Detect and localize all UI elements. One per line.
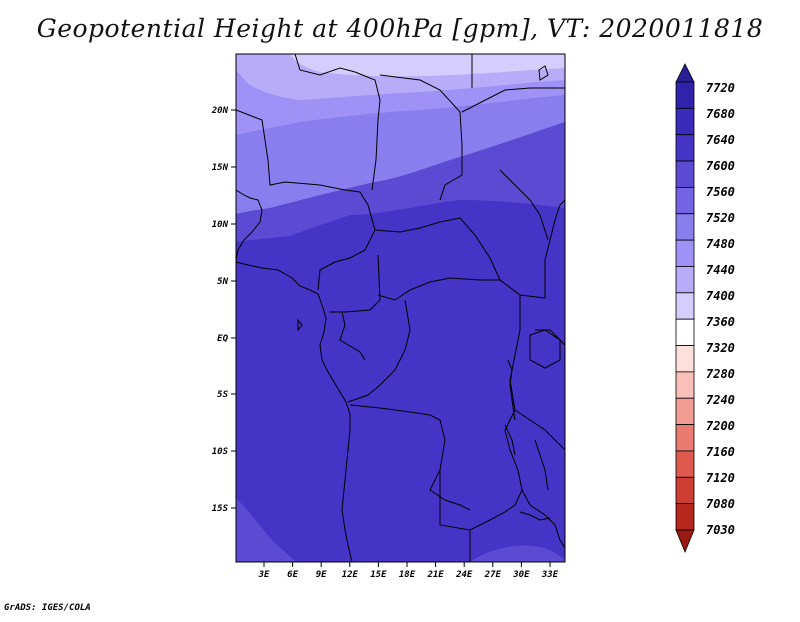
colorbar-segment (675, 397, 695, 425)
longitude-axis: 3E 6E 9E 12E 15E 18E 21E 24E 27E 30E 33E (258, 562, 559, 580)
colorbar-label: 7360 (706, 315, 735, 329)
lon-label: 21E (426, 570, 444, 580)
colorbar-label: 7720 (706, 81, 735, 95)
latitude-axis: 20N 15N 10N 5N EQ 5S 10S 15S (211, 106, 236, 514)
band-7600-se (470, 545, 565, 562)
lon-label: 15E (370, 570, 387, 580)
colorbar-label: 7400 (706, 289, 735, 303)
lat-label: 15S (212, 504, 229, 514)
colorbar-segment (675, 266, 695, 294)
lat-label: 20N (211, 106, 229, 116)
band-7400 (290, 54, 565, 77)
colorbar-label: 7600 (706, 159, 735, 173)
colorbar-segment (675, 450, 695, 478)
colorbar-segment (675, 345, 695, 373)
colorbar-label: 7480 (706, 237, 735, 251)
lon-label: 27E (484, 570, 502, 580)
lon-label: 30E (512, 570, 530, 580)
colorbar-label: 7240 (706, 393, 735, 407)
lon-label: 6E (287, 570, 298, 580)
lon-label: 3E (258, 570, 270, 580)
map-frame (235, 53, 566, 563)
colorbar-label: 7680 (706, 107, 735, 121)
colorbar-segment (675, 292, 695, 320)
contour-fill (236, 54, 565, 562)
colorbar-label: 7030 (706, 523, 735, 537)
colorbar-segment (675, 160, 695, 188)
colorbar-label: 7200 (706, 419, 735, 433)
colorbar-label: 7160 (706, 445, 735, 459)
lon-label: 33E (541, 570, 559, 580)
colorbar-label: 7320 (706, 341, 735, 355)
colorbar-label: 7120 (706, 471, 735, 485)
colorbar-label: 7080 (706, 497, 735, 511)
colorbar-segment (675, 424, 695, 452)
map-title: Geopotential Height at 400hPa [gpm], VT:… (36, 14, 764, 43)
colorbar-top-arrow (675, 63, 695, 83)
colorbar-label: 7560 (706, 185, 735, 199)
lon-label: 12E (342, 570, 359, 580)
colorbar-label: 7440 (706, 263, 735, 277)
coastlines-borders (236, 54, 565, 562)
colorbar-segment (675, 503, 695, 531)
colorbar-segment (675, 476, 695, 505)
lon-label: 18E (399, 570, 416, 580)
lat-label: EQ (217, 334, 228, 344)
colorbar-label: 7280 (706, 367, 735, 381)
colorbar-segment (675, 107, 695, 136)
grads-credit: GrADS: IGES/COLA (4, 603, 91, 613)
lon-label: 24E (455, 570, 473, 580)
colorbar-bottom-arrow (675, 529, 695, 554)
colorbar-label: 7520 (706, 211, 735, 225)
colorbar-segment (675, 134, 695, 162)
colorbar-segment (675, 81, 695, 109)
lat-label: 5S (217, 390, 228, 400)
colorbar: 7720 7680 7640 7600 7560 7520 7480 7440 7400 7360… (675, 63, 735, 554)
lat-label: 5N (217, 277, 228, 287)
colorbar-segment (675, 187, 695, 215)
band-7560-south (236, 498, 296, 562)
colorbar-label: 7640 (706, 133, 735, 147)
colorbar-segment (675, 239, 695, 267)
colorbar-segment (675, 371, 695, 399)
colorbar-segment (675, 318, 695, 346)
lat-label: 15N (212, 163, 229, 173)
lat-label: 10N (212, 220, 229, 230)
lon-label: 9E (316, 570, 327, 580)
lat-label: 10S (212, 447, 229, 457)
colorbar-segment (675, 213, 695, 241)
